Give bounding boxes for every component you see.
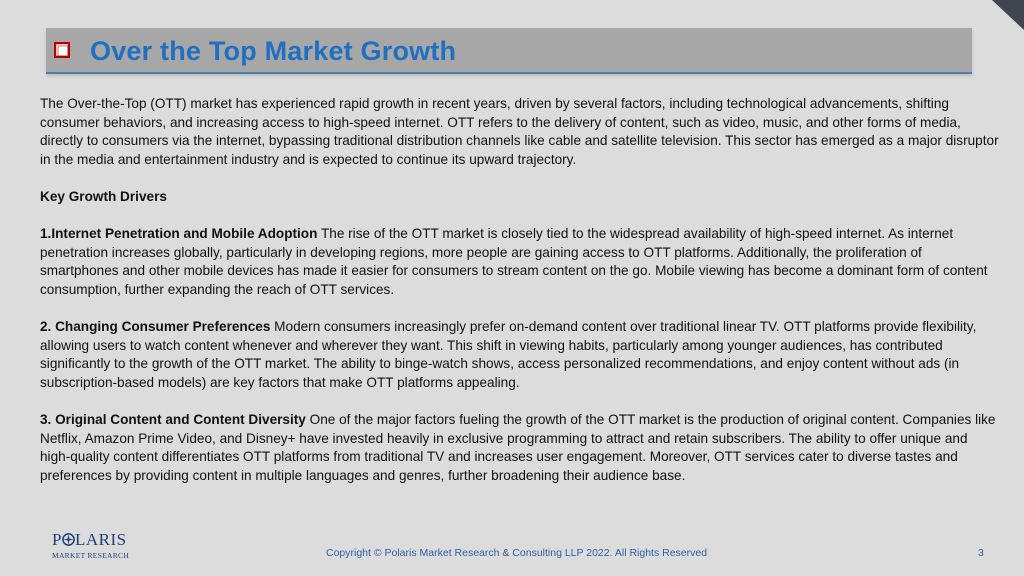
driver-text-2: Modern consumers increasingly prefer on-… [40,319,977,390]
section-heading: Key Growth Drivers [40,188,167,204]
logo-wordmark: P LARIS [52,530,127,549]
intro-paragraph: The Over-the-Top (OTT) market has experi… [40,96,999,167]
driver-heading-2: 2. Changing Consumer Preferences [40,319,271,335]
checkbox-square-bullet-icon [54,42,70,58]
driver-paragraph-1: 1.Internet Penetration and Mobile Adopti… [40,225,1000,299]
compass-star-icon [62,533,75,546]
slide-body: The Over-the-Top (OTT) market has experi… [40,95,1000,504]
slide-title: Over the Top Market Growth [90,36,457,66]
copyright-footer: Copyright © Polaris Market Research & Co… [326,547,708,559]
page-number: 3 [978,547,984,559]
page-corner-triangle-icon [992,0,1024,30]
driver-heading-3: 3. Original Content and Content Diversit… [40,412,306,428]
driver-paragraph-3: 3. Original Content and Content Diversit… [40,411,1000,485]
driver-text-1: The rise of the OTT market is closely ti… [40,226,988,297]
driver-paragraph-2: 2. Changing Consumer Preferences Modern … [40,318,1000,392]
driver-text-3: One of the major factors fueling the gro… [40,412,996,483]
driver-heading-1: 1.Internet Penetration and Mobile Adopti… [40,226,318,242]
title-bar: Over the Top Market Growth [46,28,972,74]
polaris-logo: P LARIS MARKET RESEARCH [52,530,132,564]
logo-tagline: MARKET RESEARCH [52,551,130,560]
